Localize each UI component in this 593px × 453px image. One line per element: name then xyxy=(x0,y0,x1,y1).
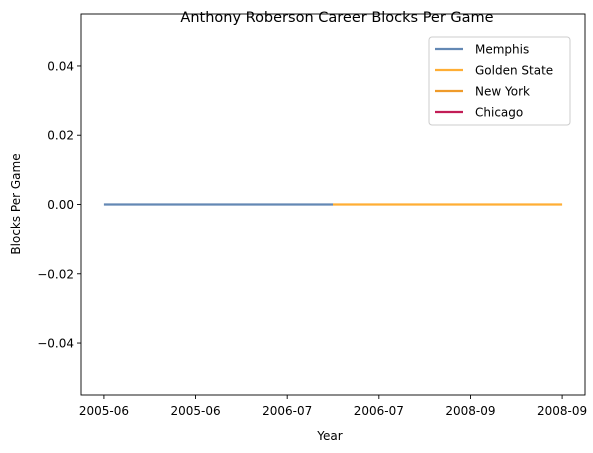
legend-label: Chicago xyxy=(475,106,523,120)
x-axis-ticks: 2005-06 2005-06 2006-07 2006-07 2008-09 2008-… xyxy=(79,395,587,418)
x-tick-label: 2005-06 xyxy=(170,404,220,418)
x-tick-label: 2006-07 xyxy=(262,404,312,418)
y-tick-label: 0.00 xyxy=(47,198,74,212)
legend-label: New York xyxy=(475,85,530,99)
y-axis-label: Blocks Per Game xyxy=(9,153,23,254)
chart-title: Anthony Roberson Career Blocks Per Game xyxy=(180,10,493,26)
x-axis-label: Year xyxy=(316,429,342,443)
y-tick-label: 0.02 xyxy=(47,129,74,143)
legend-label: Memphis xyxy=(475,43,529,57)
x-tick-label: 2006-07 xyxy=(354,404,404,418)
legend: Memphis Golden State New York Chicago xyxy=(428,36,571,126)
x-tick-label: 2008-09 xyxy=(537,404,587,418)
plot-frame xyxy=(80,13,586,396)
legend-label: Golden State xyxy=(475,64,553,78)
x-tick-label: 2008-09 xyxy=(445,404,495,418)
y-tick-label: −0.02 xyxy=(37,267,74,281)
y-tick-label: −0.04 xyxy=(37,337,74,351)
y-tick-label: 0.04 xyxy=(47,59,74,73)
x-tick-label: 2005-06 xyxy=(79,404,129,418)
legend-box xyxy=(428,36,571,126)
y-axis-ticks: −0.04 −0.02 0.00 0.02 0.04 xyxy=(37,59,81,351)
